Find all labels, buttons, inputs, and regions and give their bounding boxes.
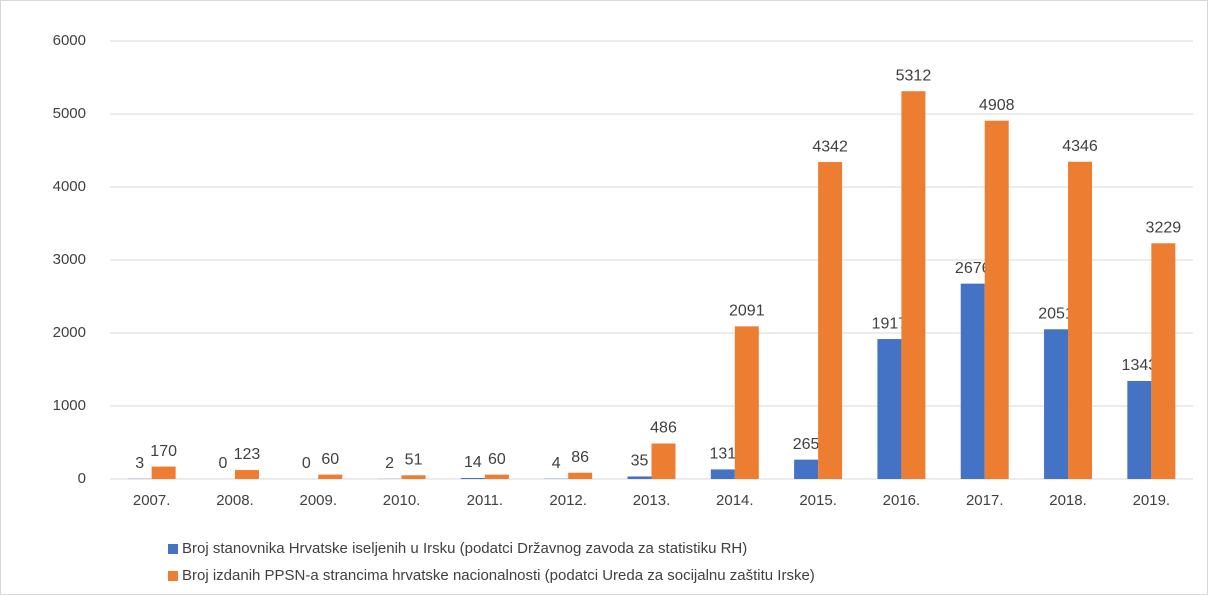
data-label: 1343 — [1122, 357, 1158, 374]
x-tick-label: 2017. — [966, 492, 1004, 509]
x-tick-label: 2013. — [633, 492, 671, 509]
data-label: 51 — [405, 451, 423, 468]
bar — [318, 474, 343, 479]
x-tick-label: 2016. — [883, 492, 921, 509]
data-label: 0 — [302, 455, 311, 472]
y-tick-label: 5000 — [53, 105, 86, 122]
bar — [901, 91, 926, 479]
x-tick-label: 2018. — [1049, 492, 1087, 509]
legend-label: Broj stanovnika Hrvatske iseljenih u Irs… — [182, 540, 747, 557]
data-label: 486 — [650, 420, 677, 437]
bar — [960, 283, 985, 479]
bar — [1044, 329, 1069, 479]
bar — [151, 466, 176, 479]
x-tick-label: 2012. — [549, 492, 587, 509]
data-label: 86 — [571, 449, 589, 466]
data-label: 170 — [150, 443, 177, 460]
bar — [568, 472, 593, 479]
data-label: 4 — [552, 455, 561, 472]
data-label: 2 — [385, 455, 394, 472]
bar — [401, 475, 426, 479]
bar — [484, 474, 509, 479]
x-tick-label: 2019. — [1133, 492, 1171, 509]
y-tick-label: 2000 — [53, 324, 86, 341]
bar — [234, 470, 259, 479]
data-label: 2091 — [729, 303, 765, 320]
bar — [460, 477, 485, 479]
data-label: 35 — [631, 453, 649, 470]
legend-swatch — [168, 571, 178, 581]
data-label: 265 — [793, 436, 820, 453]
data-label: 2676 — [955, 260, 991, 277]
y-tick-label: 6000 — [53, 32, 86, 49]
bar — [877, 339, 902, 479]
data-label: 14 — [464, 454, 482, 471]
bar — [734, 326, 759, 479]
y-tick-label: 1000 — [53, 397, 86, 414]
bar — [1151, 243, 1176, 479]
x-tick-label: 2007. — [133, 492, 171, 509]
legend-swatch — [168, 544, 178, 554]
x-tick-label: 2010. — [383, 492, 421, 509]
data-label: 3 — [135, 455, 144, 472]
bar — [818, 162, 843, 479]
data-label: 3229 — [1146, 220, 1182, 237]
x-tick-label: 2009. — [299, 492, 337, 509]
bar — [1068, 161, 1093, 479]
x-tick-label: 2014. — [716, 492, 754, 509]
bar — [794, 459, 819, 479]
bar — [984, 120, 1009, 479]
bar — [627, 476, 652, 479]
x-tick-label: 2008. — [216, 492, 254, 509]
data-label: 0 — [219, 455, 228, 472]
data-label: 1917 — [872, 315, 908, 332]
data-label: 123 — [234, 446, 261, 463]
y-tick-label: 0 — [78, 470, 86, 487]
data-label: 131 — [709, 446, 736, 463]
y-tick-label: 4000 — [53, 178, 86, 195]
data-label: 60 — [488, 451, 506, 468]
bar — [651, 443, 676, 479]
data-label: 5312 — [896, 67, 932, 84]
data-label: 4342 — [812, 138, 848, 155]
x-tick-label: 2011. — [467, 492, 503, 509]
legend-label: Broj izdanih PPSN-a strancima hrvatske n… — [182, 567, 815, 584]
y-tick-label: 3000 — [53, 251, 86, 268]
data-label: 4908 — [979, 97, 1015, 114]
data-label: 4346 — [1062, 138, 1098, 155]
bar — [710, 469, 735, 479]
bar — [1127, 380, 1152, 479]
data-label: 2051 — [1038, 305, 1074, 322]
x-tick-label: 2015. — [799, 492, 837, 509]
data-label: 60 — [321, 451, 339, 468]
